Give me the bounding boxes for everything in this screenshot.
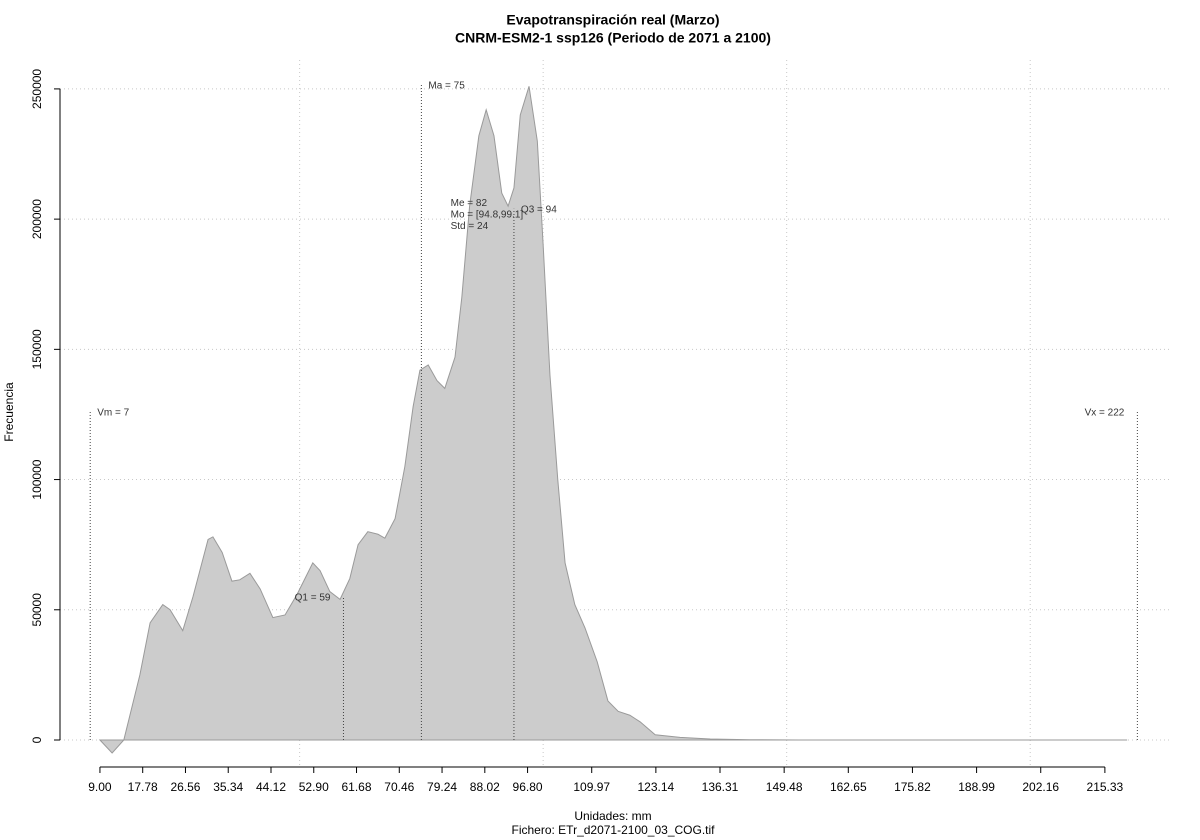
x-tick-label: 96.80	[513, 780, 543, 794]
area	[98, 86, 1128, 754]
stats-label: Std = 24	[451, 221, 489, 232]
y-tick-label: 250000	[30, 69, 44, 109]
x-tick-label: 215.33	[1087, 780, 1124, 794]
x-tick-label: 70.46	[384, 780, 414, 794]
marker-label: Q1 = 59	[295, 592, 331, 603]
y-tick-label: 0	[30, 736, 44, 743]
x-tick-label: 202.16	[1022, 780, 1059, 794]
marker-label: Vx = 222	[1085, 407, 1125, 418]
x-tick-label: 162.65	[830, 780, 867, 794]
x-axis-label: Unidades: mm	[574, 809, 651, 823]
x-tick-label: 52.90	[299, 780, 329, 794]
x-tick-label: 35.34	[213, 780, 243, 794]
y-tick-label: 150000	[30, 329, 44, 369]
x-tick-label: 26.56	[170, 780, 200, 794]
x-tick-label: 175.82	[894, 780, 931, 794]
marker-label: Vm = 7	[97, 407, 129, 418]
x-tick-label: 136.31	[702, 780, 739, 794]
chart-title: Evapotranspiración real (Marzo)	[506, 12, 719, 28]
stats-label: Me = 82	[451, 198, 488, 209]
stats-label: Mo = [94.8,99.1]	[451, 210, 524, 221]
marker-label: Q3 = 94	[521, 204, 557, 215]
y-tick-label: 100000	[30, 459, 44, 499]
x-tick-label: 88.02	[470, 780, 500, 794]
x-tick-label: 17.78	[128, 780, 158, 794]
x-tick-label: 9.00	[88, 780, 112, 794]
chart-subtitle: CNRM-ESM2-1 ssp126 (Periodo de 2071 a 21…	[455, 30, 771, 46]
y-axis-label: Frecuencia	[2, 382, 16, 442]
x-tick-label: 149.48	[766, 780, 803, 794]
x-tick-label: 188.99	[958, 780, 995, 794]
x-tick-label: 109.97	[573, 780, 610, 794]
x-tick-label: 79.24	[427, 780, 457, 794]
marker-label: Ma = 75	[428, 81, 465, 92]
y-tick-label: 200000	[30, 199, 44, 239]
x-tick-label: 44.12	[256, 780, 286, 794]
y-tick-label: 50000	[30, 593, 44, 627]
caption: Fichero: ETr_d2071-2100_03_COG.tif	[512, 823, 716, 837]
x-tick-label: 123.14	[638, 780, 675, 794]
x-tick-label: 61.68	[342, 780, 372, 794]
